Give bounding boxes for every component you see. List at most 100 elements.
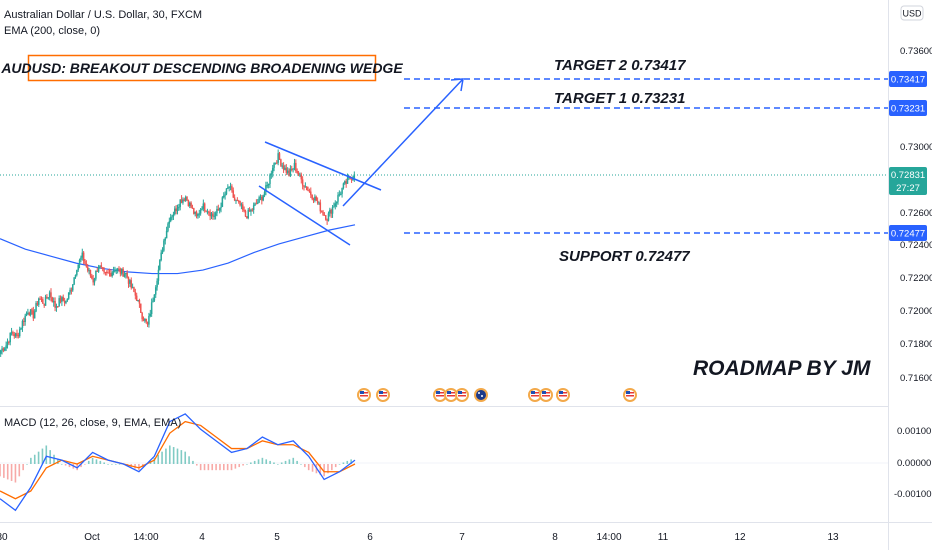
candle-body	[141, 312, 143, 320]
candle-body	[59, 298, 62, 302]
candle-body	[65, 300, 67, 304]
candle-body	[285, 167, 288, 173]
us-flag-icon[interactable]	[444, 388, 458, 402]
us-flag-icon[interactable]	[376, 388, 390, 402]
candle-body	[304, 186, 307, 188]
candle-body	[14, 333, 17, 337]
target1-price-tag[interactable]: 0.73231	[889, 100, 927, 116]
us-flag-icon[interactable]	[623, 388, 637, 402]
time-axis[interactable]: 30 Oct 14:00 4 5 6 7 8 14:00 11 12 13	[0, 532, 839, 543]
candle-body	[149, 314, 152, 316]
candle-body	[251, 209, 254, 211]
price-tick: 0.72400	[900, 240, 932, 251]
candle-body	[106, 272, 108, 274]
macd-hist-bar	[33, 454, 36, 464]
support-label[interactable]: SUPPORT 0.72477	[559, 248, 690, 265]
macd-hist-bar	[26, 464, 28, 465]
candle-body	[311, 194, 313, 199]
candle-body	[31, 309, 33, 311]
macd-hist-bar	[172, 447, 175, 464]
candle-body	[58, 298, 60, 307]
candle-body	[247, 209, 249, 219]
candle-body	[229, 186, 232, 188]
last-price-tag[interactable]: 0.72831 27:27	[889, 167, 927, 195]
candle-body	[168, 221, 171, 224]
macd-hist-bar	[14, 464, 17, 483]
title-box[interactable]	[27, 54, 377, 82]
candle-body	[73, 277, 75, 285]
candle-body	[307, 190, 309, 192]
candle-body	[318, 202, 320, 204]
macd-hist-bar	[188, 456, 190, 464]
price-axis[interactable]: 0.73600 0.73000 0.72600 0.72400 0.72200 …	[900, 46, 932, 384]
currency-button[interactable]: USD	[900, 5, 924, 21]
symbol-legend[interactable]: Australian Dollar / U.S. Dollar, 30, FXC…	[4, 9, 202, 21]
candle-body	[152, 300, 154, 303]
macd-hist-bar	[10, 464, 13, 481]
us-flag-icon[interactable]	[556, 388, 570, 402]
candle-body	[327, 213, 330, 221]
target2-label[interactable]: TARGET 2 0.73417	[554, 57, 686, 74]
candle-body	[342, 183, 345, 189]
macd-legend[interactable]: MACD (12, 26, close, 9, EMA, EMA)	[4, 417, 181, 429]
candle-body	[63, 300, 66, 304]
projection-arrow[interactable]	[342, 78, 464, 207]
candle-body	[183, 199, 186, 201]
candle-body	[138, 300, 141, 304]
us-flag-icon[interactable]	[455, 388, 469, 402]
candle-body	[322, 211, 324, 215]
macd-hist-bar	[253, 460, 256, 464]
candle-body	[345, 181, 347, 184]
candle-body	[47, 297, 50, 299]
us-flag-icon[interactable]	[528, 388, 542, 402]
candle-body	[248, 209, 251, 212]
candle-body	[86, 266, 89, 271]
macd-hist-bar	[273, 462, 275, 464]
ema-legend[interactable]: EMA (200, close, 0)	[4, 25, 100, 37]
wedge-upper-line[interactable]	[264, 141, 382, 191]
macd-hist-bar	[30, 457, 32, 464]
candle-body	[108, 272, 111, 274]
candle-body	[335, 201, 338, 204]
us-flag-icon[interactable]	[433, 388, 447, 402]
macd-hist-bar	[107, 464, 109, 465]
candle-body	[338, 194, 341, 196]
candle-body	[163, 240, 165, 251]
candle-body	[330, 209, 332, 214]
candle-body	[57, 306, 59, 308]
macd-hist-bar	[68, 464, 71, 468]
au-flag-icon[interactable]	[474, 388, 488, 402]
support-price-tag[interactable]: 0.72477	[889, 225, 927, 241]
candle-body	[333, 206, 335, 208]
candle-body	[320, 211, 323, 213]
macd-hist-bar	[288, 459, 291, 464]
svg-text:USD: USD	[902, 9, 922, 19]
time-label: 5	[274, 532, 280, 543]
macd-hist-bar	[118, 464, 121, 465]
candle-body	[353, 174, 356, 178]
candle-body	[70, 289, 73, 291]
macd-hist-bar	[64, 464, 67, 466]
roadmap-label[interactable]: ROADMAP BY JM	[693, 357, 871, 380]
candle-body	[145, 318, 147, 322]
candle-body	[221, 197, 224, 207]
ema-line-path	[0, 224, 356, 275]
candle-body	[305, 186, 308, 191]
candle-body	[188, 202, 191, 206]
wedge-lower-line[interactable]	[258, 185, 351, 246]
candle-body	[217, 208, 220, 211]
target2-price-tag[interactable]: 0.73417	[889, 71, 927, 87]
us-flag-icon[interactable]	[357, 388, 371, 402]
candle-body	[46, 296, 48, 299]
candle-body	[231, 186, 233, 191]
candle-body	[218, 207, 221, 211]
candle-body	[104, 271, 107, 273]
macd-hist-bar	[157, 454, 160, 464]
candle-body	[167, 223, 169, 231]
target1-label[interactable]: TARGET 1 0.73231	[554, 90, 685, 107]
candle-body	[295, 162, 297, 172]
candle-body	[191, 207, 194, 209]
us-flag-icon[interactable]	[539, 388, 553, 402]
candle-body	[110, 273, 112, 276]
